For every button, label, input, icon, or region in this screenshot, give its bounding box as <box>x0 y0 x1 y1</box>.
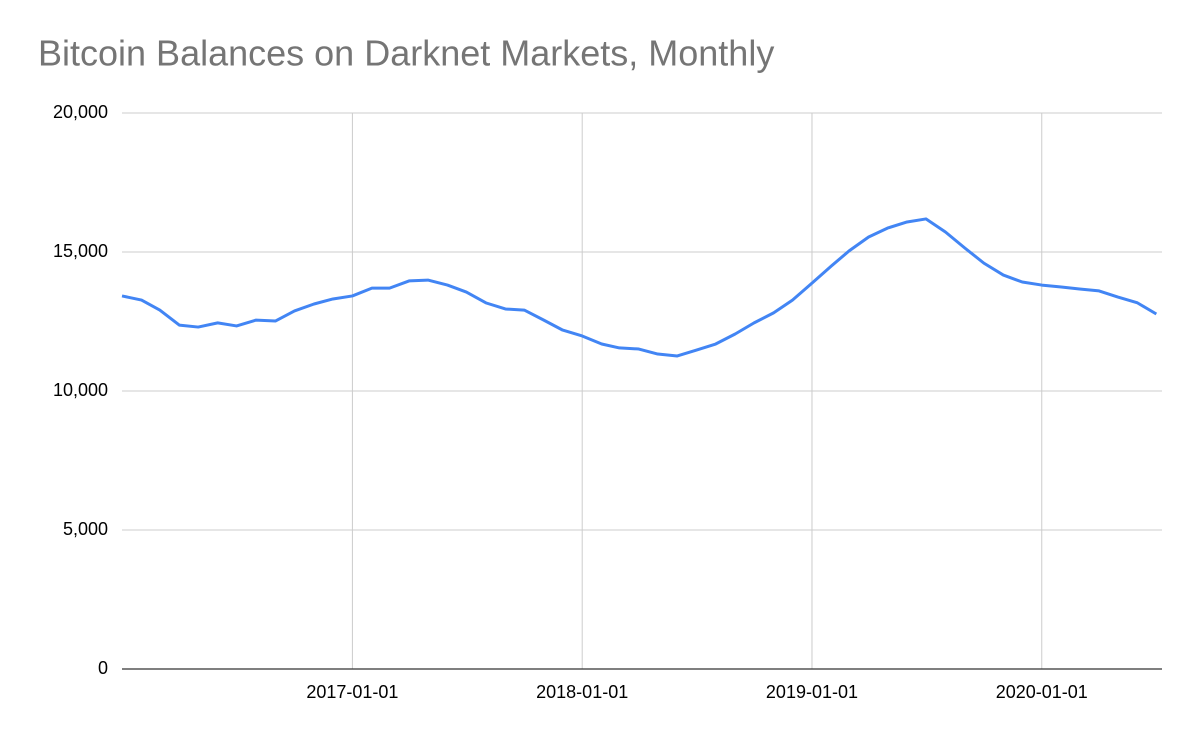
y-tick-label: 10,000 <box>53 380 108 400</box>
x-tick-label: 2017-01-01 <box>306 682 398 702</box>
y-tick-label: 20,000 <box>53 102 108 122</box>
chart-title: Bitcoin Balances on Darknet Markets, Mon… <box>38 33 774 74</box>
y-tick-label: 5,000 <box>63 519 108 539</box>
x-tick-label: 2018-01-01 <box>536 682 628 702</box>
y-tick-label: 15,000 <box>53 241 108 261</box>
x-tick-label: 2020-01-01 <box>996 682 1088 702</box>
y-tick-label: 0 <box>98 658 108 678</box>
x-tick-label: 2019-01-01 <box>766 682 858 702</box>
data-line <box>121 217 1158 358</box>
